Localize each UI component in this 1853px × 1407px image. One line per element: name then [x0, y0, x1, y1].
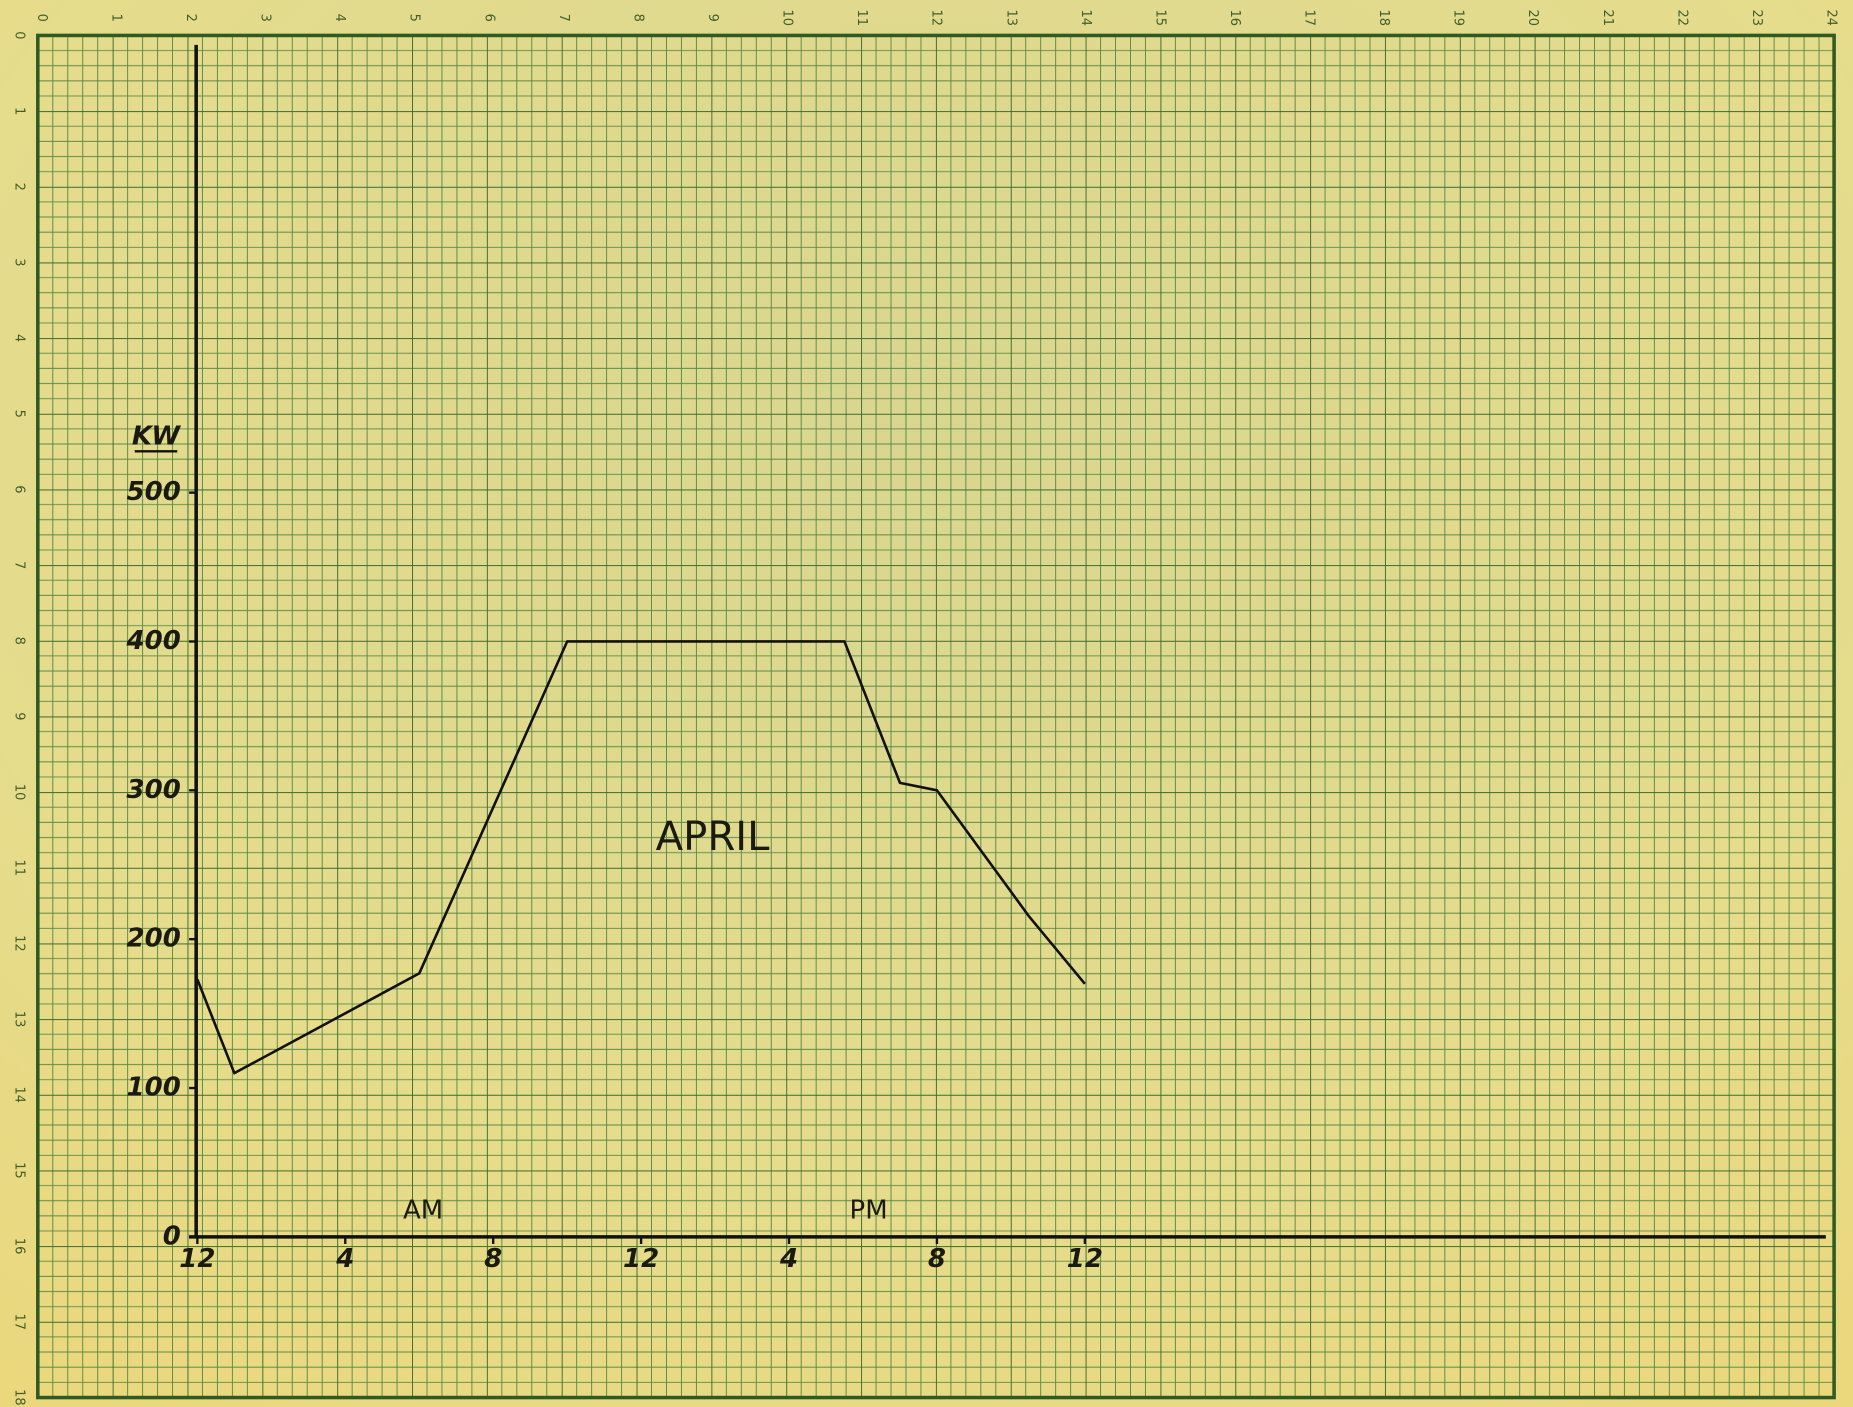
- ruler-label: 10: [11, 784, 26, 801]
- ruler-label: 12: [11, 935, 26, 952]
- ruler-label: 8: [630, 14, 645, 22]
- chart-title: APRIL: [656, 814, 770, 860]
- ruler-label: 14: [11, 1087, 26, 1104]
- ruler-label: 9: [11, 712, 26, 720]
- y-tick-label: 500: [127, 477, 181, 507]
- ruler-label: 18: [11, 1389, 26, 1406]
- ruler-label: 1: [108, 14, 123, 22]
- ruler-label: 20: [1525, 9, 1540, 26]
- ruler-label: 24: [1824, 9, 1839, 26]
- ruler-label: 13: [1003, 9, 1018, 26]
- x-tick-label: 12: [179, 1244, 215, 1274]
- ruler-label: 7: [556, 14, 571, 22]
- ruler-label: 19: [1451, 9, 1466, 26]
- ruler-label: 18: [1376, 9, 1391, 26]
- ruler-label: 10: [780, 9, 795, 26]
- ruler-label: 15: [1152, 9, 1167, 26]
- ruler-label: 1: [11, 107, 26, 115]
- chart: KW APRIL AM PM 0123456789101112131415161…: [0, 0, 1853, 1407]
- ruler-label: 9: [705, 14, 720, 22]
- ruler-label: 4: [332, 14, 347, 22]
- annotation: AM: [403, 1195, 443, 1225]
- ruler-label: 5: [407, 14, 422, 22]
- ruler-label: 17: [11, 1314, 26, 1331]
- ruler-label: 11: [11, 860, 26, 877]
- ruler-label: 12: [929, 9, 944, 26]
- ruler-label: 5: [11, 410, 26, 418]
- ruler-label: 13: [11, 1011, 26, 1028]
- ruler-label: 22: [1674, 9, 1689, 26]
- x-tick-label: 12: [623, 1244, 659, 1274]
- ruler-label: 6: [481, 14, 496, 22]
- x-tick-label: 4: [779, 1244, 798, 1274]
- ruler-label: 23: [1749, 9, 1764, 26]
- ruler-label: 4: [11, 334, 26, 342]
- ruler-label: 2: [183, 14, 198, 22]
- x-tick-label: 8: [928, 1244, 946, 1274]
- ruler-label: 7: [11, 561, 26, 569]
- ruler-label: 8: [11, 637, 26, 645]
- y-tick-label: 100: [127, 1073, 181, 1103]
- ruler-label: 21: [1600, 9, 1615, 26]
- x-tick-label: 4: [335, 1244, 354, 1274]
- ruler-label: 3: [11, 258, 26, 266]
- y-tick-label: 0: [163, 1221, 181, 1251]
- ruler-label: 3: [258, 14, 273, 22]
- ruler-label: 6: [11, 485, 26, 493]
- ruler-label: 2: [11, 183, 26, 191]
- y-tick-label: 400: [126, 626, 181, 656]
- y-tick-label: 200: [127, 924, 181, 954]
- y-tick-label: 300: [127, 775, 181, 805]
- ruler-label: 17: [1302, 9, 1317, 26]
- graph-grid: [38, 35, 1834, 1397]
- ruler-label: 11: [854, 9, 869, 26]
- annotation: PM: [850, 1195, 888, 1225]
- y-axis-label: KW: [132, 422, 181, 452]
- ruler-label: 15: [11, 1162, 26, 1179]
- ruler-label: 0: [34, 14, 49, 22]
- ruler-label: 16: [1227, 9, 1242, 26]
- ruler-label: 16: [11, 1238, 26, 1255]
- ruler-label: 0: [11, 31, 26, 39]
- x-tick-label: 12: [1067, 1244, 1103, 1274]
- ruler-label: 14: [1078, 9, 1093, 26]
- x-tick-label: 8: [484, 1244, 502, 1274]
